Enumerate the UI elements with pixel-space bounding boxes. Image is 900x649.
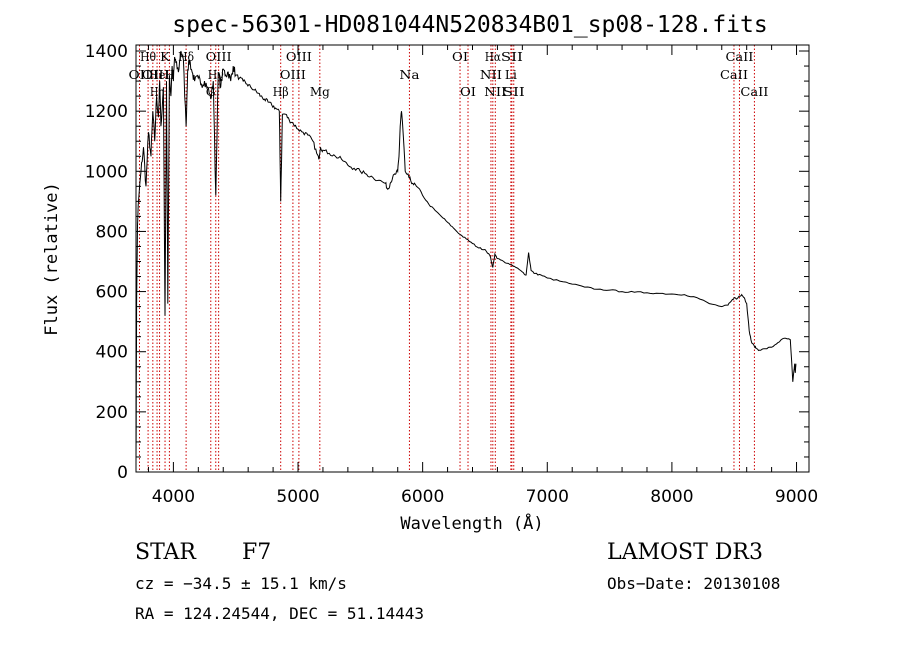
spectral-line-label: SII (503, 85, 525, 99)
spectral-line-label: OI (460, 85, 476, 99)
spectral-line-label: H (164, 68, 174, 82)
spectral-line-label: NII (480, 68, 502, 82)
y-tick-label: 800 (96, 222, 128, 242)
y-tick-label: 0 (117, 463, 128, 483)
spectral-line-label: Na (399, 68, 419, 82)
series-layer (135, 50, 797, 461)
spectral-line-label: SII (501, 50, 523, 64)
y-tick-label: 1400 (85, 42, 128, 62)
x-tick-label: 4000 (152, 487, 195, 507)
y-tick-label: 600 (96, 283, 128, 303)
y-tick-label: 1000 (85, 162, 128, 182)
survey-name: LAMOST DR3 (607, 540, 763, 565)
y-tick-label: 1200 (85, 102, 128, 122)
spectral-line-label: Hθ (140, 50, 156, 64)
x-axis-label: Wavelength (Å) (400, 512, 543, 534)
plot-frame (135, 44, 810, 473)
spectral-line-label: OI (452, 50, 468, 64)
spectral-line-label: NII (484, 85, 506, 99)
object-type: STAR (135, 540, 197, 565)
spectral-line-label: Hβ (273, 85, 289, 99)
spectral-lines-layer (138, 45, 755, 472)
coordinates: RA = 124.24544, DEC = 51.14443 (135, 604, 424, 623)
x-tick-label: 8000 (650, 487, 693, 507)
y-tick-label: 200 (96, 403, 128, 423)
ticks-layer: 4000 5000 6000 7000 8000 9000 0 200 400 600 800 100… (85, 42, 818, 507)
observation-date: Obs−Date: 20130108 (607, 574, 780, 593)
x-tick-label: 7000 (526, 487, 569, 507)
spectral-line-label: CaII (725, 50, 753, 64)
redshift-cz: cz = −34.5 ± 15.1 km/s (135, 574, 347, 593)
spectral-line-label: OIII (206, 50, 232, 64)
spectral-line-label: Li (505, 68, 517, 82)
x-tick-label: 9000 (775, 487, 818, 507)
spectral-line-label: OII (142, 68, 164, 82)
spectrum-line (135, 50, 797, 461)
spectral-line-label: OIII (286, 50, 312, 64)
spectral-line-label: CaII (740, 85, 768, 99)
x-tick-label: 5000 (276, 487, 319, 507)
spectral-line-label: CaII (720, 68, 748, 82)
y-tick-label: 400 (96, 343, 128, 363)
x-tick-label: 6000 (401, 487, 444, 507)
spectral-line-label: K (160, 50, 171, 64)
spectral-line-label: HeI (150, 68, 170, 82)
spectral-subclass: F7 (242, 540, 271, 565)
spectral-line-label: OII (128, 68, 150, 82)
y-axis-label: Flux (relative) (42, 182, 62, 336)
chart-title: spec-56301-HD081044N520834B01_sp08-128.f… (172, 12, 767, 38)
spectral-line-label: Mg (310, 85, 330, 99)
spectral-line-label: OIII (280, 68, 306, 82)
spectral-line-label: G (206, 85, 216, 99)
spectral-line-label: Hα (485, 50, 501, 64)
